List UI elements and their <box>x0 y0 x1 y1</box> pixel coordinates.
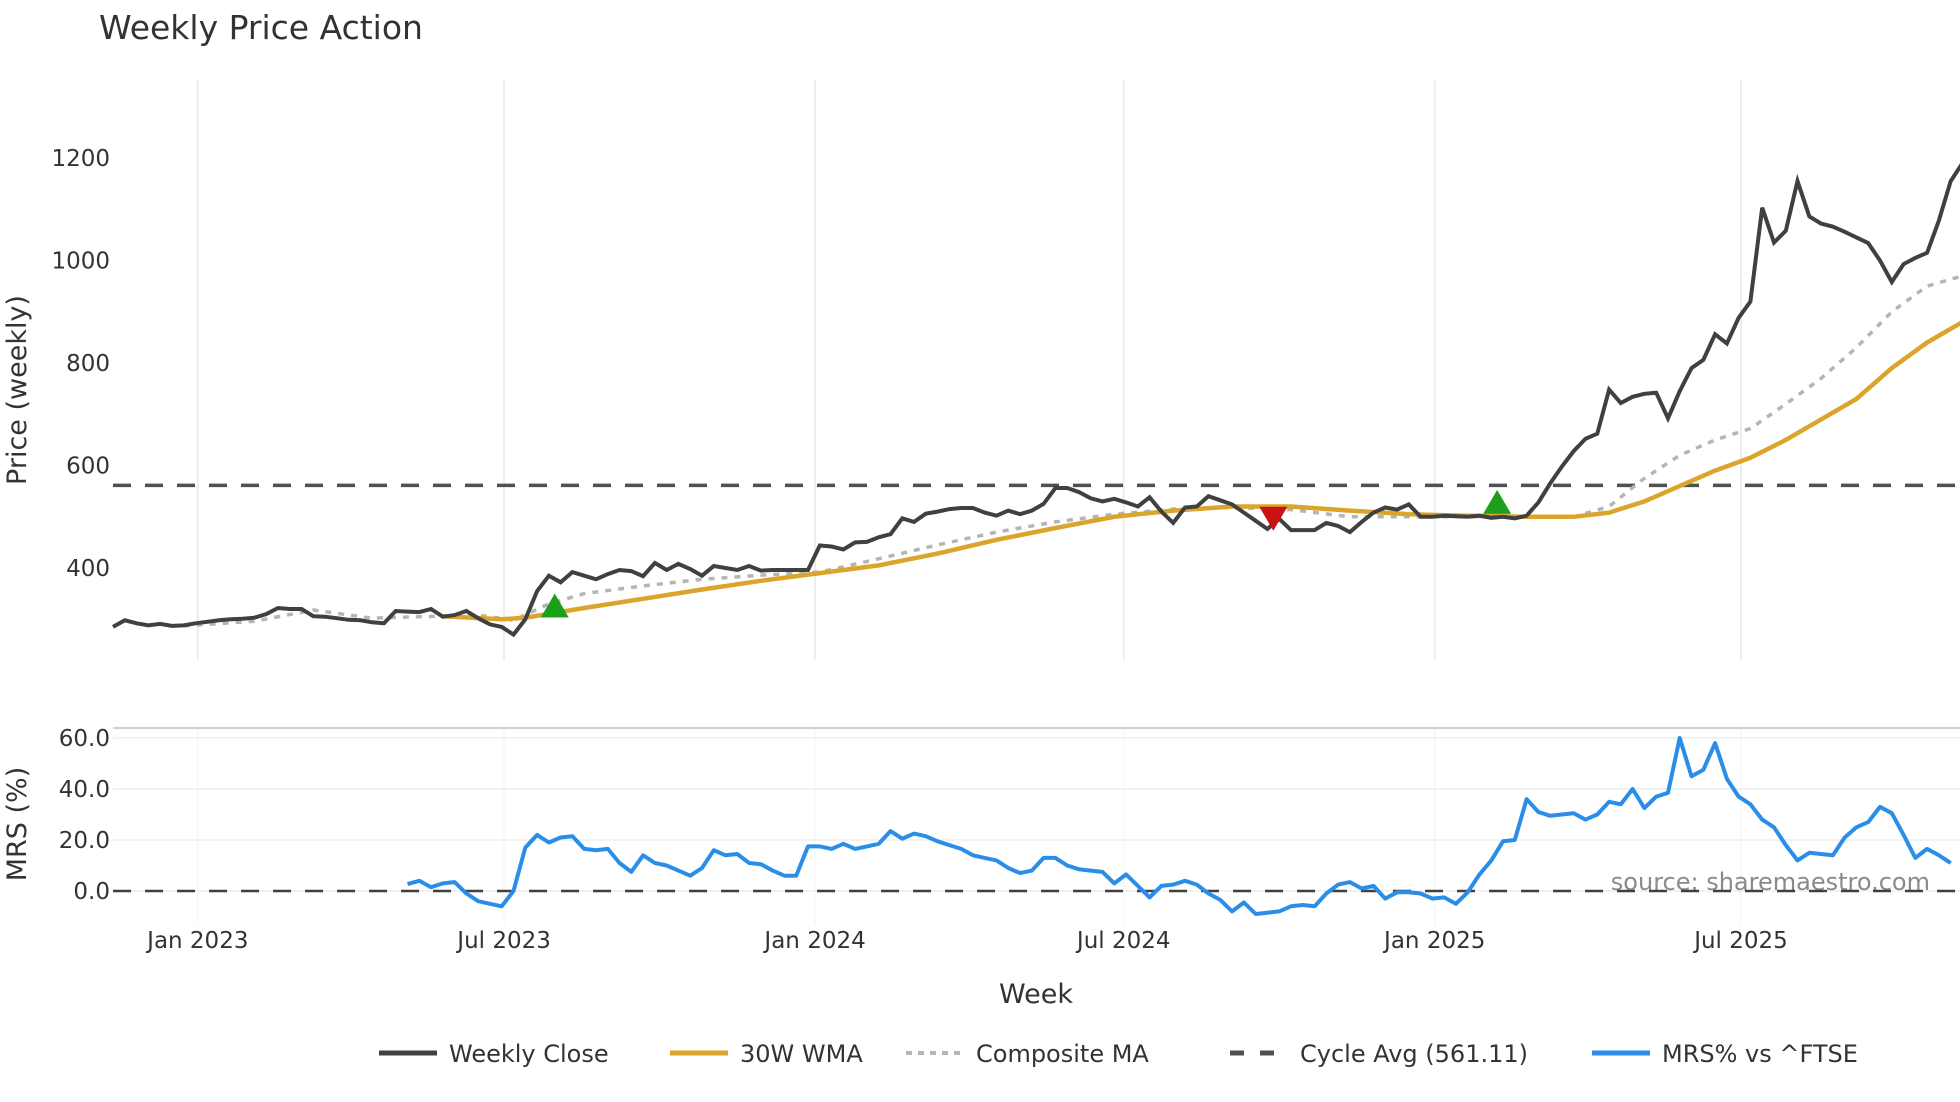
mrs-series <box>113 736 1960 916</box>
legend-label: 30W WMA <box>740 1040 863 1068</box>
x-tick-label: Jul 2025 <box>1692 928 1788 954</box>
legend-label: Cycle Avg (561.11) <box>1300 1040 1528 1068</box>
legend-item-mrs: MRS% vs ^FTSE <box>1592 1040 1858 1068</box>
legend-label: MRS% vs ^FTSE <box>1662 1040 1858 1068</box>
y-tick-label: 20.0 <box>59 828 110 854</box>
chart-title: Weekly Price Action <box>99 8 423 47</box>
weekly-close-line <box>112 163 1960 638</box>
price-panel-grid <box>196 80 1742 660</box>
legend-item-wma: 30W WMA <box>670 1040 863 1068</box>
legend-label: Composite MA <box>976 1040 1149 1068</box>
x-tick-label: Jan 2025 <box>1382 928 1485 954</box>
signal-markers <box>540 489 1512 618</box>
mrs-y-axis-title: MRS (%) <box>2 767 33 882</box>
y-tick-label: 0.0 <box>73 879 110 905</box>
price-y-axis-title: Price (weekly) <box>2 295 33 485</box>
mrs-line <box>406 736 1952 916</box>
x-tick-label: Jan 2024 <box>762 928 865 954</box>
x-axis: Jan 2023 Jul 2023 Jan 2024 Jul 2024 Jan 2025… <box>145 928 1788 954</box>
buy-signal-triangle-icon <box>540 593 569 618</box>
price-series <box>112 163 1960 638</box>
y-tick-label: 800 <box>66 351 110 377</box>
x-tick-label: Jan 2023 <box>145 928 248 954</box>
x-axis-title: Week <box>999 979 1073 1010</box>
sell-signal-triangle-icon <box>1259 506 1288 531</box>
legend: Weekly Close 30W WMA Composite MA Cycle Avg… <box>379 1040 1858 1068</box>
legend-item-composite: Composite MA <box>906 1040 1149 1068</box>
legend-label: Weekly Close <box>449 1040 609 1068</box>
buy-signal-triangle-icon <box>1483 489 1512 514</box>
x-tick-label: Jul 2024 <box>1075 928 1171 954</box>
y-tick-label: 1000 <box>51 249 110 275</box>
y-tick-label: 600 <box>66 454 110 480</box>
legend-item-close: Weekly Close <box>379 1040 609 1068</box>
composite-ma-line <box>183 274 1960 628</box>
y-tick-label: 40.0 <box>59 777 110 803</box>
price-y-axis: 400 600 800 1000 1200 <box>51 146 110 582</box>
x-tick-label: Jul 2023 <box>455 928 551 954</box>
y-tick-label: 60.0 <box>59 726 110 752</box>
legend-item-cycle_avg: Cycle Avg (561.11) <box>1230 1040 1528 1068</box>
y-tick-label: 1200 <box>51 146 110 172</box>
wma-30w-line <box>442 320 1960 622</box>
mrs-y-axis: 0.0 20.0 40.0 60.0 <box>59 726 110 905</box>
y-tick-label: 400 <box>66 556 110 582</box>
